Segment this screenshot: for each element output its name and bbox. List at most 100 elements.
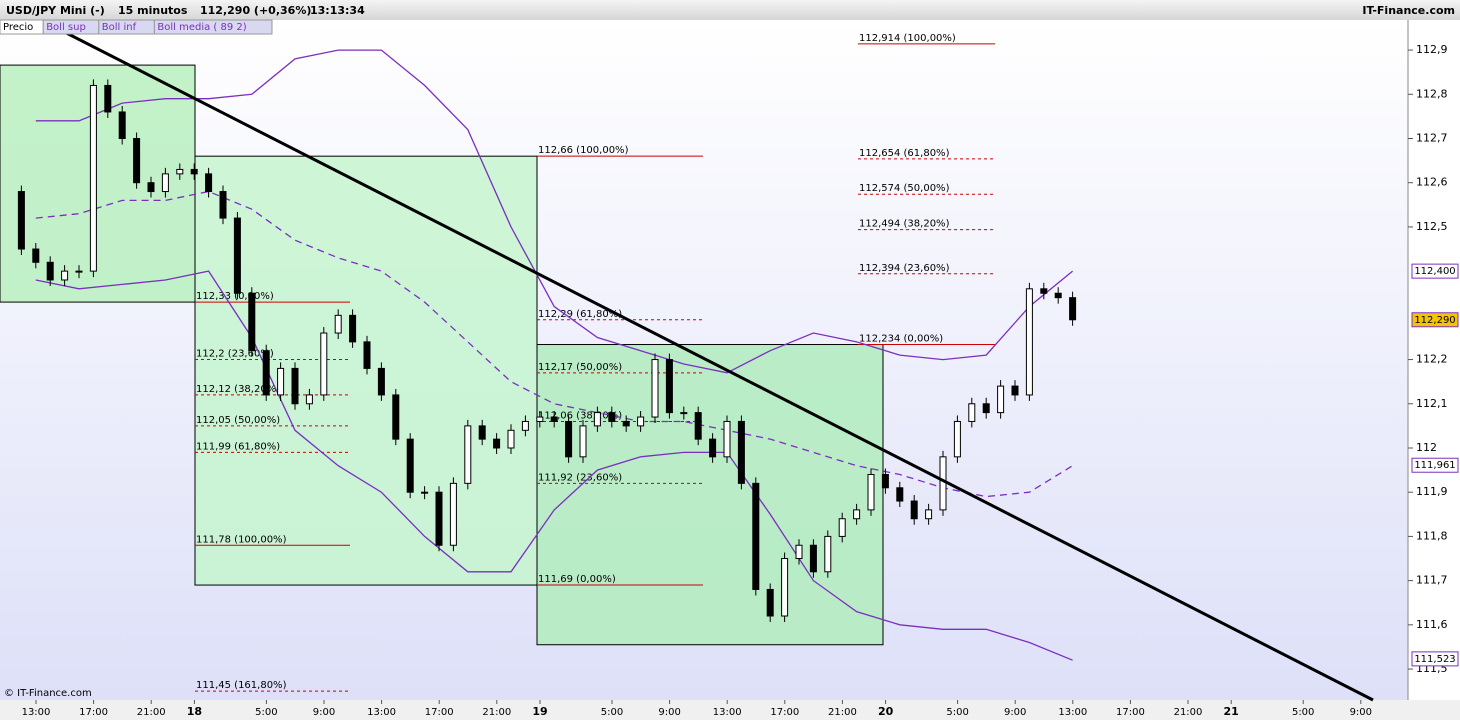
fib-label: 111,92 (23,60%) bbox=[538, 472, 622, 483]
candle bbox=[680, 412, 688, 415]
fib-label: 112,12 (38,20%) bbox=[196, 384, 280, 395]
fib-label: 112,05 (50,00%) bbox=[196, 415, 280, 426]
candle bbox=[493, 438, 501, 449]
candle bbox=[953, 420, 961, 458]
x-tick-label: 9:00 bbox=[658, 707, 680, 718]
candle bbox=[291, 367, 299, 405]
candle bbox=[1040, 288, 1048, 294]
fib-label: 112,394 (23,60%) bbox=[859, 263, 950, 274]
time: 13:13:34 bbox=[310, 4, 365, 17]
candle bbox=[17, 191, 25, 250]
y-tick-label: 112,1 bbox=[1416, 397, 1448, 410]
fib-label: 112,234 (0,00%) bbox=[859, 334, 943, 345]
candle bbox=[809, 544, 817, 573]
candle bbox=[709, 438, 717, 458]
candle bbox=[910, 500, 918, 520]
y-tick-label: 111,8 bbox=[1416, 529, 1448, 542]
candle bbox=[565, 420, 573, 458]
bollinger-line bbox=[35, 49, 1074, 374]
x-tick-label: 19 bbox=[532, 705, 547, 718]
candle bbox=[421, 491, 429, 494]
candle bbox=[61, 270, 69, 281]
fib-label: 111,99 (61,80%) bbox=[196, 441, 280, 452]
candle bbox=[147, 182, 155, 193]
candle bbox=[536, 416, 544, 422]
candle bbox=[464, 425, 472, 484]
candle bbox=[838, 518, 846, 537]
candle bbox=[1011, 385, 1019, 396]
candle bbox=[248, 292, 256, 352]
fib-label: 112,914 (100,00%) bbox=[859, 33, 956, 44]
candle bbox=[1054, 292, 1062, 299]
candle bbox=[406, 438, 414, 493]
candle bbox=[766, 588, 774, 617]
candle bbox=[363, 341, 371, 369]
y-tick-label: 112,7 bbox=[1416, 131, 1448, 144]
candle bbox=[622, 420, 630, 427]
candle bbox=[392, 394, 400, 440]
candle bbox=[133, 137, 141, 184]
legend-label: Boll media ( 89 2) bbox=[157, 22, 246, 33]
y-tick-label: 112,9 bbox=[1416, 43, 1448, 56]
brand: IT-Finance.com bbox=[1362, 4, 1455, 17]
x-tick-label: 21:00 bbox=[1174, 707, 1203, 718]
candle bbox=[104, 84, 112, 113]
candle bbox=[205, 173, 213, 193]
candle bbox=[262, 350, 270, 396]
fib-label: 112,654 (61,80%) bbox=[859, 148, 950, 159]
x-tick-label: 21:00 bbox=[137, 707, 166, 718]
fib-label: 111,45 (161,80%) bbox=[196, 680, 287, 691]
candle bbox=[579, 425, 587, 458]
bollinger-line bbox=[35, 190, 1073, 498]
x-tick-label: 13:00 bbox=[22, 707, 51, 718]
candle bbox=[507, 429, 515, 449]
price-tag bbox=[1411, 457, 1459, 473]
candle bbox=[781, 558, 789, 617]
x-tick-label: 5:00 bbox=[1292, 707, 1314, 718]
x-tick-label: 13:00 bbox=[713, 707, 742, 718]
legend-box bbox=[153, 19, 273, 35]
candle bbox=[349, 314, 357, 343]
fib-label: 111,69 (0,00%) bbox=[538, 574, 616, 585]
price-tag-label: 111,961 bbox=[1414, 460, 1455, 471]
candle bbox=[219, 191, 227, 219]
price-tag-label: 111,523 bbox=[1414, 654, 1455, 665]
header-bar bbox=[0, 0, 1460, 20]
fib-zone bbox=[536, 344, 884, 646]
candle bbox=[305, 394, 313, 405]
bollinger-line bbox=[35, 270, 1073, 661]
y-tick-label: 111,7 bbox=[1416, 574, 1448, 587]
x-tick-label: 9:00 bbox=[313, 707, 335, 718]
x-tick-label: 9:00 bbox=[1004, 707, 1026, 718]
candle bbox=[939, 456, 947, 511]
x-tick-label: 21:00 bbox=[482, 707, 511, 718]
candle bbox=[593, 412, 601, 427]
x-tick-label: 21:00 bbox=[828, 707, 857, 718]
candle bbox=[737, 420, 745, 484]
candle bbox=[161, 173, 169, 193]
axis-bg bbox=[1408, 20, 1460, 700]
candle bbox=[46, 261, 54, 281]
x-tick-label: 13:00 bbox=[367, 707, 396, 718]
candle bbox=[665, 359, 673, 414]
price-tag-label: 112,290 bbox=[1414, 315, 1455, 326]
legend-label: Boll inf bbox=[102, 22, 137, 33]
candle bbox=[449, 482, 457, 546]
fib-label: 112,2 (23,60%) bbox=[196, 349, 274, 360]
candle bbox=[968, 403, 976, 422]
x-tick-label: 18 bbox=[187, 705, 202, 718]
legend-label: Boll sup bbox=[46, 22, 86, 33]
candle bbox=[608, 412, 616, 422]
fib-label: 112,06 (38,20%) bbox=[538, 410, 622, 421]
candle bbox=[550, 416, 558, 422]
candle bbox=[896, 487, 904, 502]
x-tick-label: 17:00 bbox=[79, 707, 108, 718]
candle bbox=[824, 535, 832, 573]
candle bbox=[881, 474, 889, 489]
candle bbox=[752, 482, 760, 590]
candle bbox=[997, 385, 1005, 414]
candle bbox=[277, 367, 285, 396]
legend: Precio Boll sup Boll inf Boll media ( 89 2) bbox=[0, 19, 273, 35]
candle bbox=[89, 84, 97, 272]
x-tick-label: 5:00 bbox=[946, 707, 968, 718]
